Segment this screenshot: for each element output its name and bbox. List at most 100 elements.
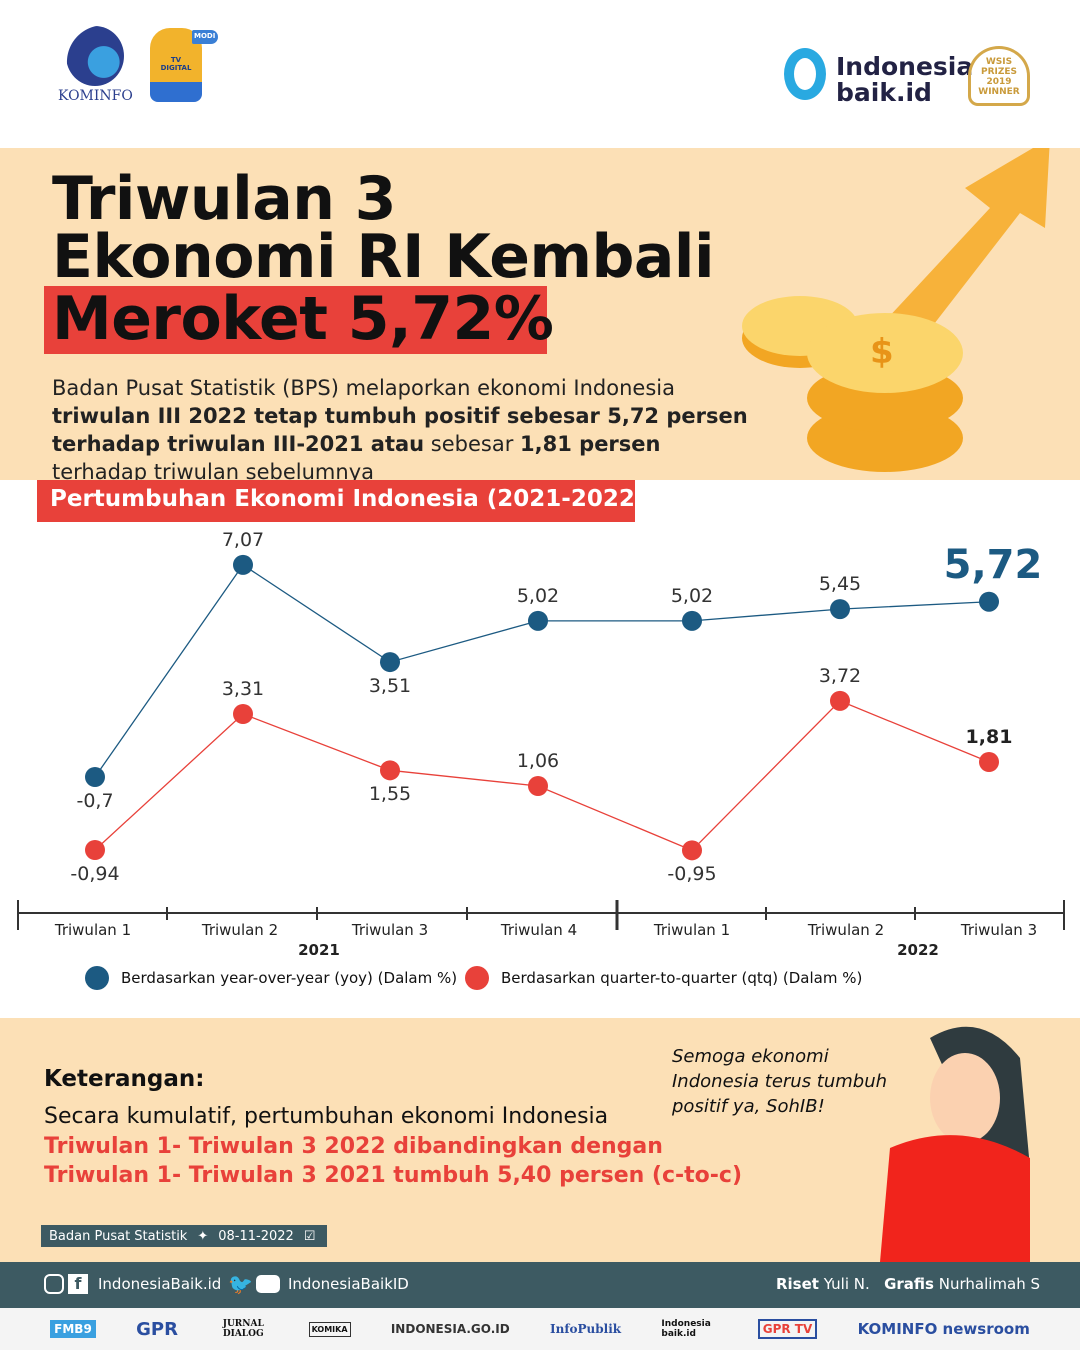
komika-logo: KOMIKA [308, 1321, 351, 1337]
x-tick-label: Triwulan 2 [201, 921, 279, 939]
handle-web[interactable]: IndonesiaBaik.id [98, 1275, 222, 1293]
infopublik-logo: InfoPublik [550, 1322, 622, 1336]
indonesia-go-id-logo: INDONESIA.GO.ID [390, 1322, 510, 1336]
legend-qtq-dot-icon [465, 966, 489, 990]
source-badge: Badan Pusat Statistik ✦ 08-11-2022 ☑ [41, 1225, 327, 1247]
qtq-data-point [85, 840, 105, 860]
grafis-name: Nurhalimah S [938, 1275, 1040, 1293]
legend-qtq: Berdasarkan quarter-to-quarter (qtq) (Da… [465, 966, 862, 990]
desc-bold: 1,81 persen [520, 432, 661, 456]
yoy-data-point [979, 591, 999, 612]
yoy-data-point [85, 767, 105, 787]
mascot-flag-text: MODI [194, 32, 216, 40]
twitter-icon[interactable]: 🐦 [228, 1272, 253, 1296]
kominfo-newsroom-logo: KOMINFO newsroom [857, 1320, 1030, 1338]
title-line1: Triwulan 3 [52, 164, 397, 234]
yoy-data-label: 5,02 [516, 584, 560, 607]
source-label: Badan Pusat Statistik [49, 1228, 188, 1244]
x-tick-label: Triwulan 3 [351, 921, 429, 939]
note-heading: Keterangan: [44, 1066, 205, 1092]
line-chart [17, 554, 1065, 930]
qtq-data-point [979, 752, 999, 772]
x-tick-label: Triwulan 1 [653, 921, 731, 939]
mascot-flag [192, 30, 218, 44]
x-tick-label: Triwulan 1 [54, 921, 132, 939]
yoy-data-point [682, 610, 702, 631]
note-line3: Triwulan 1- Triwulan 3 2021 tumbuh 5,40 … [44, 1163, 743, 1188]
gpr-logo: GPR [136, 1318, 178, 1340]
yoy-data-point [830, 599, 850, 620]
svg-text:$: $ [870, 332, 894, 372]
top-bar: KOMINFO TV DIGITAL MODI Indonesia baik.i… [0, 0, 1080, 148]
footer: f IndonesiaBaik.id 🐦 IndonesiaBaikID Ris… [0, 1262, 1080, 1308]
qtq-data-point [528, 776, 548, 796]
note-line2: Triwulan 1- Triwulan 3 2022 dibandingkan… [44, 1134, 663, 1159]
hero-section: Triwulan 3 Ekonomi RI Kembali Meroket 5,… [0, 148, 1080, 484]
calendar-icon: ☑ [303, 1228, 316, 1244]
partner-logos: FMB9 GPR JURNAL DIALOG KOMIKA INDONESIA.… [0, 1308, 1080, 1350]
year-group-label: 2022 [897, 941, 939, 959]
yoy-data-label: -0,7 [76, 790, 114, 812]
x-tick-label: Triwulan 4 [500, 921, 578, 939]
jurnal-dialog-logo: JURNAL DIALOG [222, 1319, 264, 1339]
kominfo-label: KOMINFO [58, 88, 133, 104]
legend-qtq-label: Berdasarkan quarter-to-quarter (qtq) (Da… [501, 969, 863, 987]
qtq-data-point [682, 840, 702, 861]
x-tick-label: Triwulan 3 [960, 921, 1038, 939]
qtq-data-point [830, 690, 850, 711]
qtq-data-point [233, 704, 253, 724]
indonesia-map-icon: ✦ [197, 1228, 209, 1244]
note-section: Keterangan: Secara kumulatif, pertumbuha… [0, 1018, 1080, 1262]
yoy-data-label: 5,02 [670, 584, 714, 607]
legend-yoy-label: Berdasarkan year-over-year (yoy) (Dalam … [121, 969, 458, 987]
qtq-data-label: 3,31 [221, 678, 265, 700]
brand-line1: Indonesia [836, 52, 974, 81]
qtq-data-label: 3,72 [818, 664, 862, 687]
desc-text: Badan Pusat Statistik (BPS) melaporkan e… [52, 376, 675, 400]
x-tick-label: Triwulan 2 [807, 921, 885, 939]
facebook-icon[interactable]: f [68, 1274, 88, 1294]
chart-section: Pertumbuhan Ekonomi Indonesia (2021-2022… [0, 480, 1080, 1018]
desc-bold: triwulan III 2022 tetap tumbuh positif s… [52, 404, 748, 456]
handle-social[interactable]: IndonesiaBaikID [288, 1275, 409, 1293]
qtq-data-point [380, 760, 400, 781]
indonesiabaik-small-logo: Indonesia baik.id [661, 1319, 711, 1339]
description: Badan Pusat Statistik (BPS) melaporkan e… [52, 374, 752, 486]
title-line2: Ekonomi RI Kembali [52, 222, 715, 292]
indonesiabaik-logo-icon [784, 48, 826, 100]
fmb9-logo: FMB9 [50, 1320, 96, 1338]
mascot-body-text: TV DIGITAL [160, 56, 192, 72]
yoy-data-point [380, 652, 400, 673]
title-line3: Meroket 5,72% [52, 284, 554, 354]
chart-title: Pertumbuhan Ekonomi Indonesia (2021-2022… [50, 486, 646, 512]
chart-title-box [37, 480, 635, 522]
kominfo-logo-icon [66, 26, 124, 86]
gpr-tv-logo: GPR TV [757, 1319, 818, 1339]
yoy-data-point [233, 554, 253, 575]
qtq-data-label: 1,06 [516, 750, 560, 772]
qtq-data-label: 1,81 [965, 726, 1013, 748]
credits: Riset Yuli N. Grafis Nurhalimah S [776, 1275, 1040, 1293]
yoy-data-label: 5,45 [818, 573, 862, 596]
youtube-icon[interactable] [256, 1275, 280, 1293]
source-date: 08-11-2022 [218, 1228, 294, 1244]
yoy-data-label: 7,07 [221, 528, 265, 551]
riset-name: Yuli N. [823, 1275, 870, 1293]
legend-yoy: Berdasarkan year-over-year (yoy) (Dalam … [85, 966, 457, 990]
qtq-data-label: -0,94 [70, 863, 120, 885]
quote: Semoga ekonomi Indonesia terus tumbuh po… [672, 1046, 888, 1117]
qtq-data-label: -0,95 [667, 863, 717, 886]
instagram-icon[interactable] [44, 1274, 64, 1294]
title-highlight [44, 286, 547, 354]
woman-illustration [880, 1026, 1030, 1262]
yoy-data-label: 3,51 [368, 675, 412, 698]
grafis-label: Grafis [884, 1275, 934, 1293]
wsis-award-badge: WSIS PRIZES 2019 WINNER [968, 46, 1030, 106]
qtq-series-line [94, 700, 990, 852]
coins-arrow-illustration: $ [742, 148, 1050, 472]
desc-text: sebesar [424, 432, 521, 456]
year-group-label: 2021 [298, 941, 340, 959]
brand-line2: baik.id [836, 78, 932, 107]
qtq-data-label: 1,55 [368, 783, 412, 806]
yoy-data-label: 5,72 [943, 541, 1043, 588]
